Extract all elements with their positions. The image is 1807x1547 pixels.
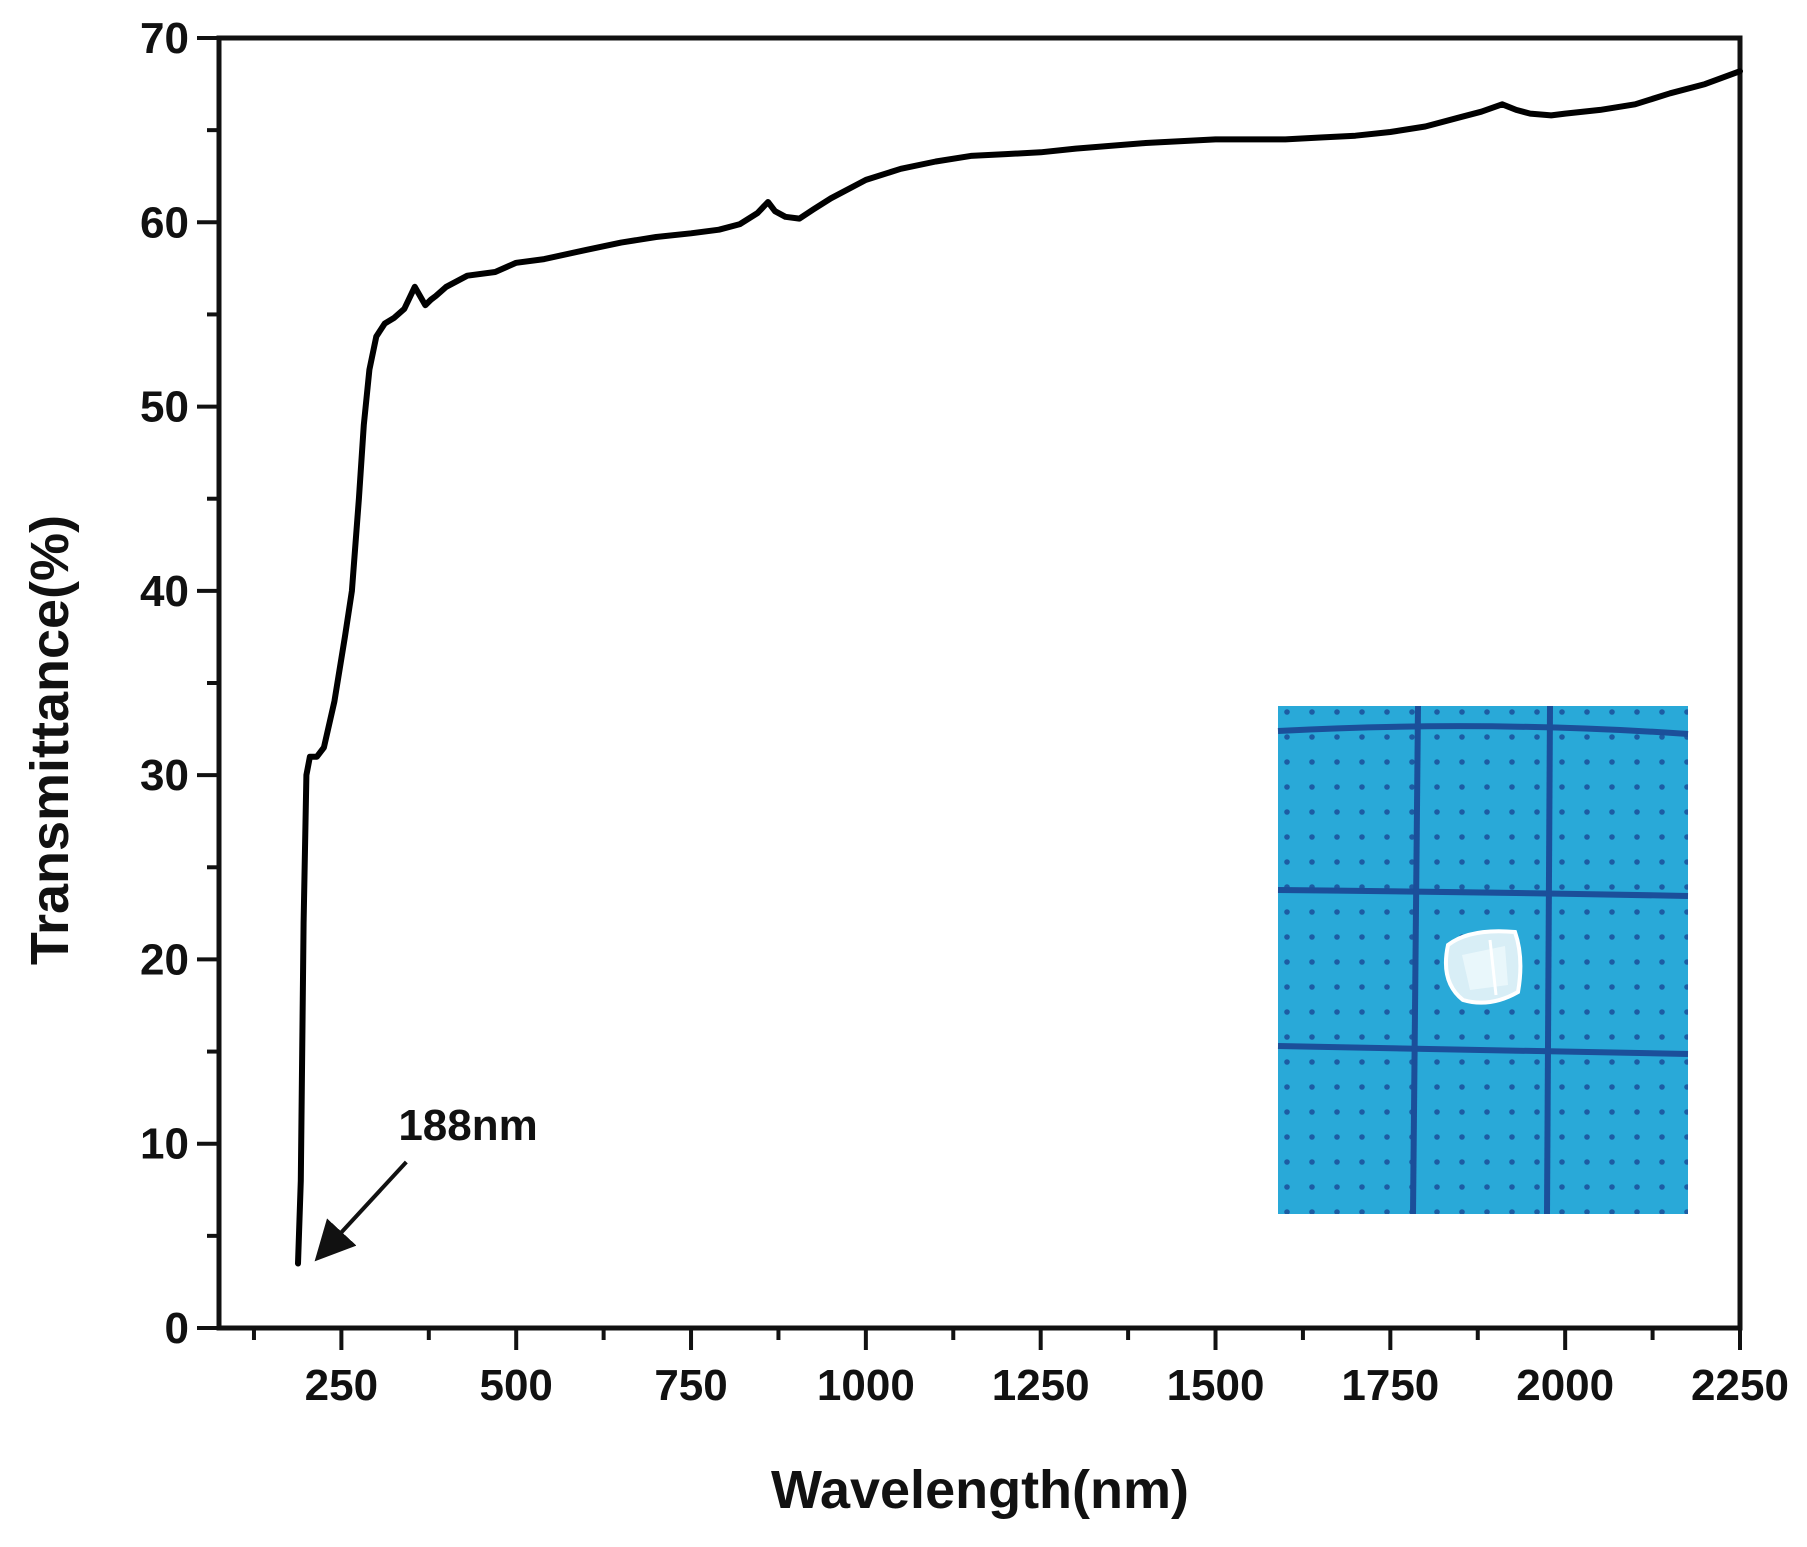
- y-tick-label: 10: [140, 1120, 189, 1169]
- x-tick-label: 1750: [1341, 1361, 1439, 1410]
- y-axis-tick-labels: 0 10 20 30 40 50 60 70: [140, 14, 189, 1353]
- x-tick-label: 250: [305, 1361, 378, 1410]
- y-axis-title: Transmittance(%): [20, 515, 80, 965]
- x-tick-label: 2000: [1516, 1361, 1614, 1410]
- x-tick-label: 750: [654, 1361, 727, 1410]
- x-tick-label: 1000: [817, 1361, 915, 1410]
- x-axis-tick-labels: 250 500 750 1000 1250 1500 1750 2000 2250: [305, 1361, 1789, 1410]
- y-tick-label: 20: [140, 935, 189, 984]
- x-tick-label: 2250: [1691, 1361, 1789, 1410]
- y-axis-ticks: [197, 36, 219, 1330]
- annotation-label: 188nm: [398, 1101, 537, 1150]
- y-tick-label: 50: [140, 383, 189, 432]
- annotation-188nm: 188nm: [314, 1101, 538, 1262]
- y-tick-label: 30: [140, 751, 189, 800]
- inset-sample-photo: [1277, 705, 1689, 1215]
- y-tick-label: 0: [165, 1304, 189, 1353]
- transmittance-series-line: [295, 68, 1743, 1267]
- x-tick-label: 1500: [1167, 1361, 1265, 1410]
- y-tick-label: 60: [140, 198, 189, 247]
- annotation-arrow: [314, 1160, 408, 1262]
- crystal-sample: [1443, 929, 1523, 1005]
- x-tick-label: 1250: [992, 1361, 1090, 1410]
- y-tick-label: 70: [140, 14, 189, 63]
- x-axis-ticks: [251, 1328, 1742, 1350]
- x-tick-label: 500: [479, 1361, 552, 1410]
- y-tick-label: 40: [140, 567, 189, 616]
- x-axis-title: Wavelength(nm): [771, 1460, 1189, 1520]
